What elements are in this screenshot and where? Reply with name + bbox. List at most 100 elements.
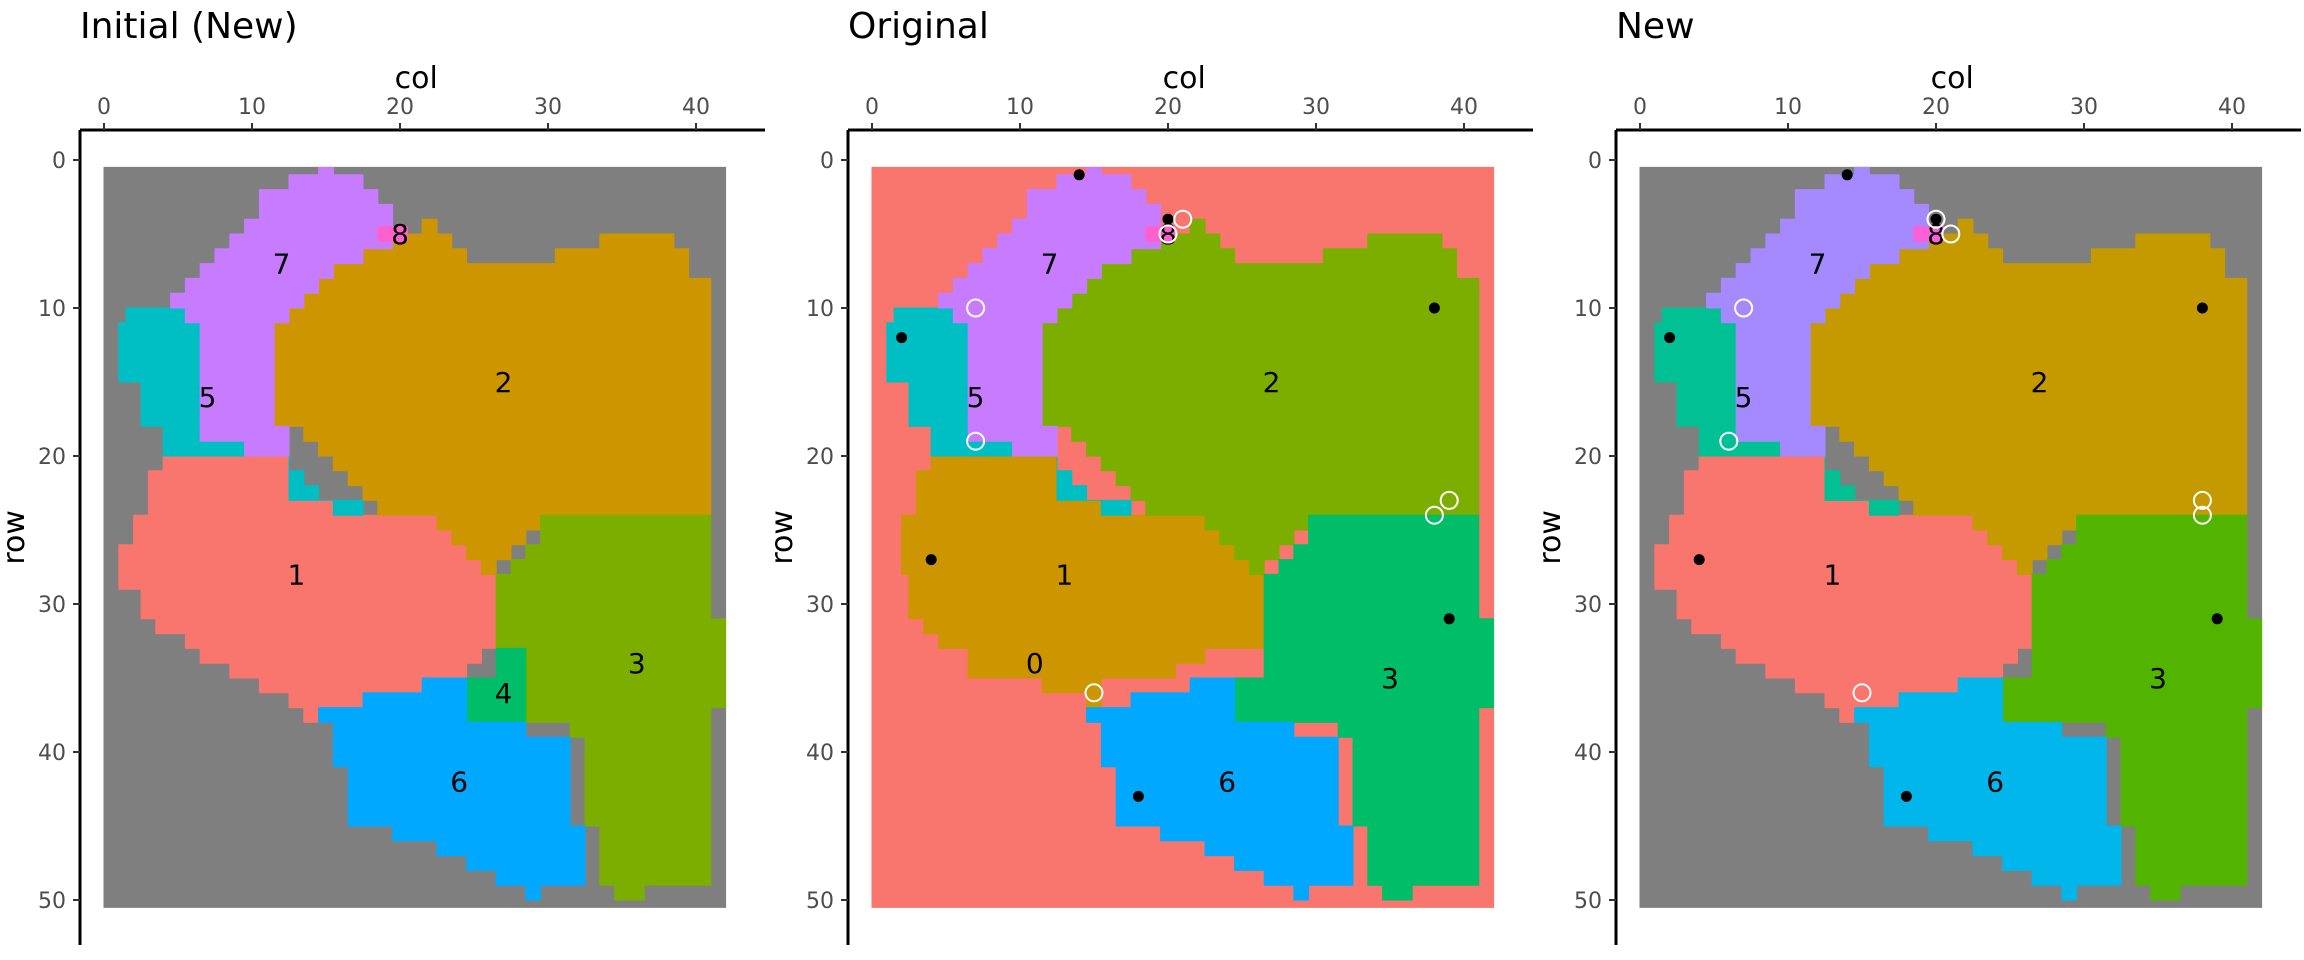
centroid-point (966, 298, 986, 318)
x-tick-label: 0 (1633, 95, 1647, 120)
region-label: 6 (1986, 766, 2004, 799)
region-label: 7 (1809, 248, 1827, 281)
panel-title: New (1616, 6, 1695, 47)
region-label: 5 (1735, 381, 1753, 414)
region-label: 6 (450, 766, 468, 799)
x-tick-label: 40 (2218, 95, 2246, 120)
region-6 (318, 677, 586, 901)
seed-point (1664, 332, 1676, 344)
y-tick-label: 30 (1574, 593, 1602, 618)
y-tick-label: 40 (806, 741, 834, 766)
y-tick-label: 20 (806, 445, 834, 470)
centroid-point (2192, 505, 2212, 525)
y-tick-label: 0 (52, 149, 66, 174)
region-label: 8 (391, 218, 409, 251)
y-tick-label: 20 (38, 445, 66, 470)
centroid-point (1734, 298, 1754, 318)
x-tick-label: 20 (1154, 95, 1182, 120)
region-label: 3 (2149, 662, 2167, 695)
region-label: 2 (2031, 366, 2049, 399)
x-tick-label: 20 (386, 95, 414, 120)
region-6 (1854, 677, 2122, 901)
seed-point (925, 554, 937, 566)
seed-point (2211, 613, 2223, 625)
region-7 (938, 166, 1162, 457)
y-tick-label: 50 (806, 889, 834, 914)
x-axis-label: col (1931, 61, 1974, 96)
seed-point (1132, 790, 1144, 802)
region-label: 6 (1218, 766, 1236, 799)
x-tick-label: 40 (682, 95, 710, 120)
region-label: 2 (495, 366, 513, 399)
centroid-point (1852, 683, 1872, 703)
region-7 (1706, 166, 1930, 457)
y-tick-label: 10 (806, 297, 834, 322)
centroid-point (1439, 490, 1459, 510)
region-label: 5 (199, 381, 217, 414)
seed-point (1900, 790, 1912, 802)
region-label: 3 (628, 647, 646, 680)
y-tick-label: 40 (1574, 741, 1602, 766)
region-label: 4 (495, 677, 513, 710)
y-tick-label: 0 (820, 149, 834, 174)
region-label: 1 (287, 558, 305, 591)
region-label: 2 (1263, 366, 1281, 399)
region-7 (170, 166, 394, 457)
panel-title: Original (848, 6, 989, 47)
region-label: 7 (273, 248, 291, 281)
region-label: 7 (1041, 248, 1059, 281)
y-tick-label: 0 (1588, 149, 1602, 174)
centroid-point (1158, 224, 1178, 244)
x-axis-label: col (1163, 61, 1206, 96)
x-tick-label: 10 (1774, 95, 1802, 120)
x-tick-label: 30 (2070, 95, 2098, 120)
y-tick-label: 30 (38, 593, 66, 618)
centroid-point (2192, 490, 2212, 510)
region-label: 0 (1026, 647, 1044, 680)
y-tick-label: 50 (38, 889, 66, 914)
x-tick-label: 30 (534, 95, 562, 120)
centroid-point (1719, 431, 1739, 451)
seed-point (1841, 169, 1853, 181)
seed-point (1930, 213, 1942, 225)
centroid-point (1926, 209, 1946, 229)
panel-2: Original col row 0 10 20 30 40 0 10 20 30 40 50 0 1 2 3 5 6… (765, 6, 1533, 945)
region-label: 3 (1381, 662, 1399, 695)
seed-point (1428, 302, 1440, 314)
y-tick-label: 10 (1574, 297, 1602, 322)
region-6 (1086, 677, 1354, 901)
y-axis-label: row (1533, 510, 1568, 565)
region-8 (377, 226, 408, 242)
x-tick-label: 0 (865, 95, 879, 120)
y-tick-label: 30 (806, 593, 834, 618)
y-tick-label: 20 (1574, 445, 1602, 470)
x-tick-label: 20 (1922, 95, 1950, 120)
seed-point (2196, 302, 2208, 314)
x-tick-label: 30 (1302, 95, 1330, 120)
region-label: 1 (1823, 558, 1841, 591)
x-tick-label: 10 (1006, 95, 1034, 120)
y-tick-label: 10 (38, 297, 66, 322)
x-axis-label: col (395, 61, 438, 96)
region-label: 1 (1055, 558, 1073, 591)
centroid-point (1084, 683, 1104, 703)
x-tick-label: 0 (97, 95, 111, 120)
centroid-point (966, 431, 986, 451)
panel-1: Initial (New) col row 0 10 20 30 40 0 10 20 30 40 50 1… (0, 6, 765, 945)
x-tick-label: 10 (238, 95, 266, 120)
y-axis-label: row (0, 510, 32, 565)
centroid-point (1173, 209, 1193, 229)
y-tick-label: 40 (38, 741, 66, 766)
seed-point (1693, 554, 1705, 566)
region-label: 5 (967, 381, 985, 414)
x-tick-label: 40 (1450, 95, 1478, 120)
seed-point (896, 332, 908, 344)
seed-point (1443, 613, 1455, 625)
y-axis-label: row (765, 510, 800, 565)
centroid-point (1941, 224, 1961, 244)
seed-point (1162, 213, 1174, 225)
y-tick-label: 50 (1574, 889, 1602, 914)
seed-point (1073, 169, 1085, 181)
